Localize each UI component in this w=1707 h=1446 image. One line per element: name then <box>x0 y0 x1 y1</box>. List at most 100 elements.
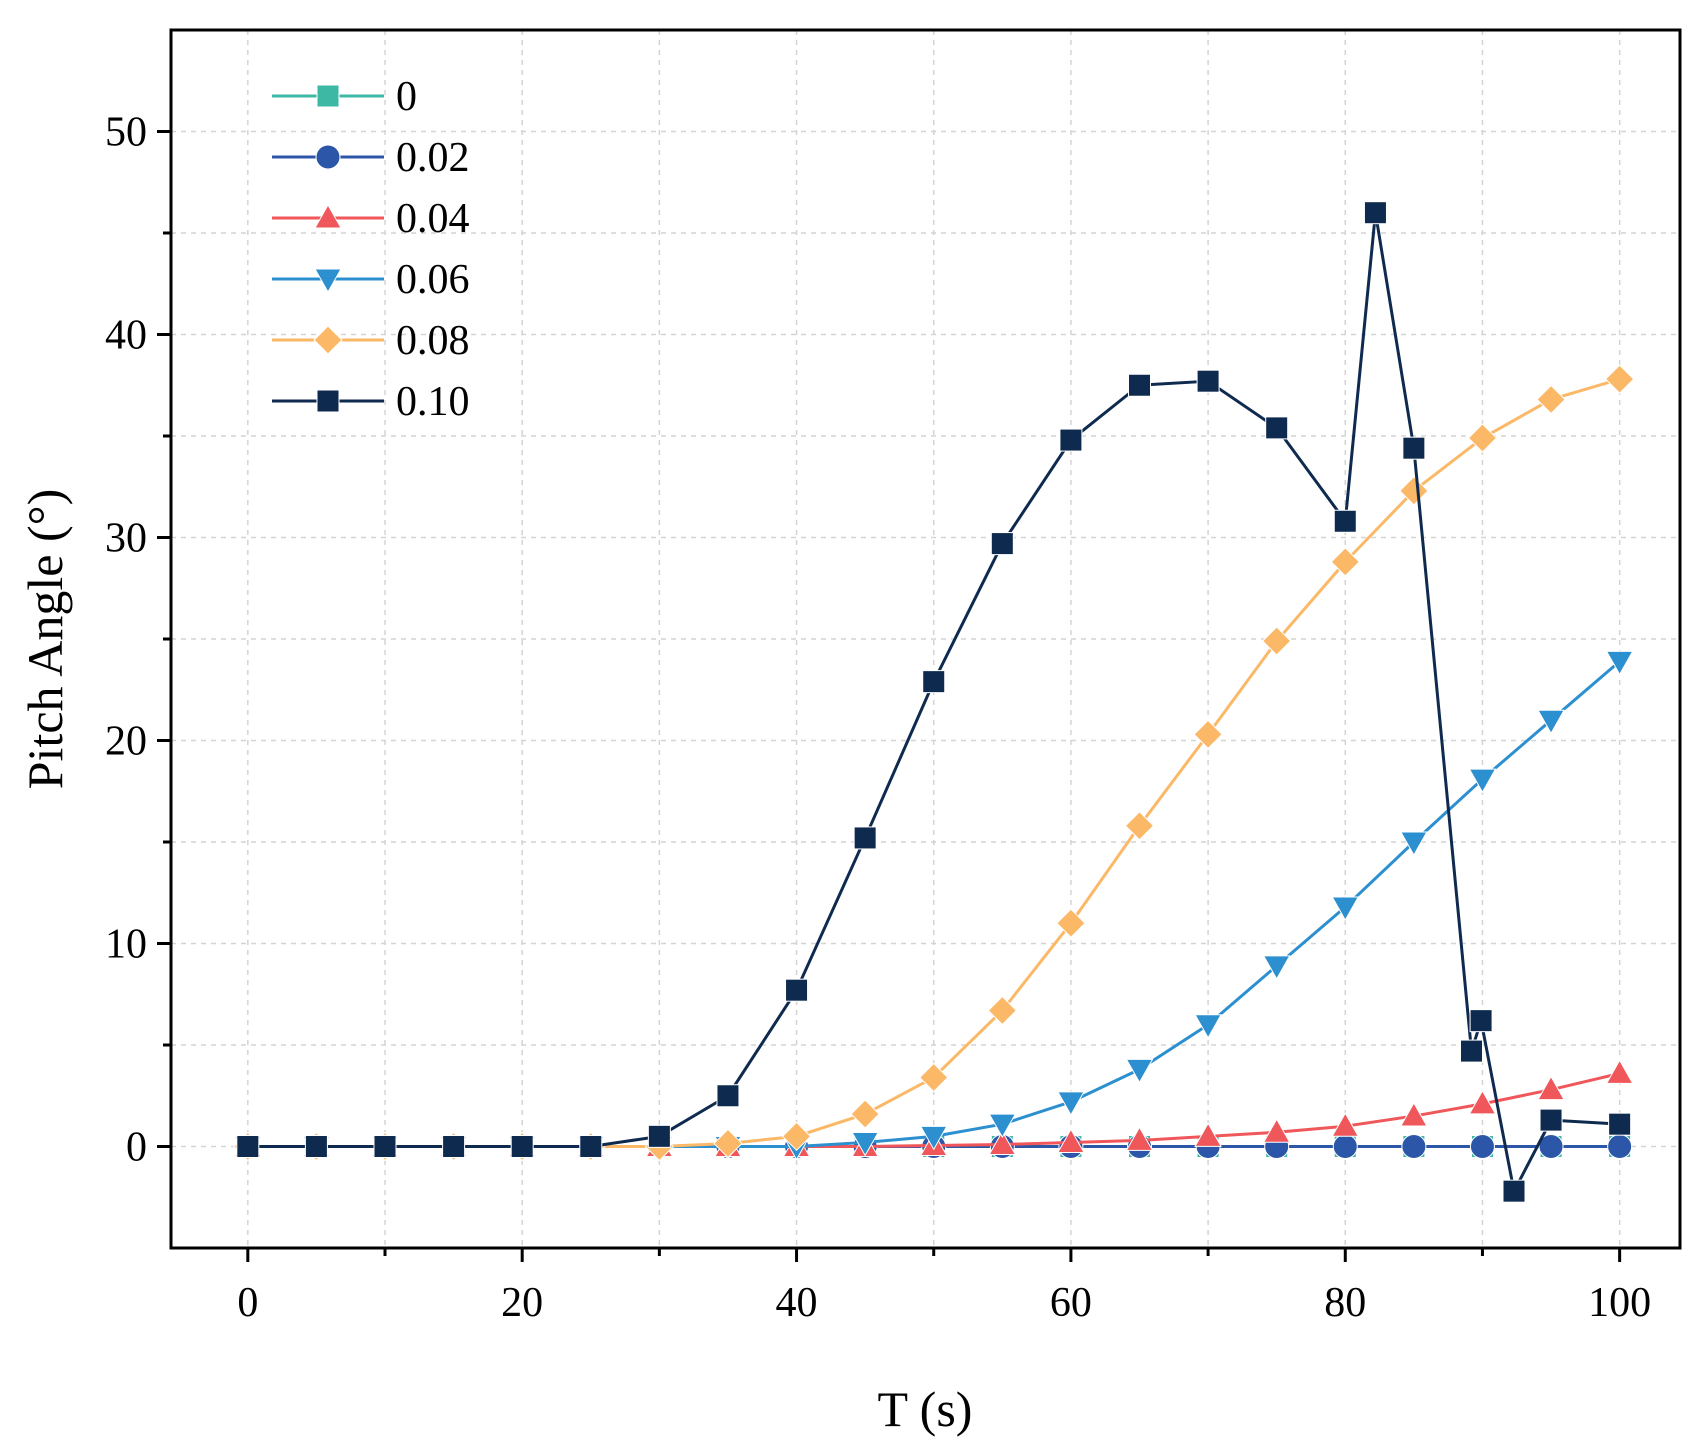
data-point <box>785 978 809 1002</box>
legend-label: 0.08 <box>396 318 470 364</box>
data-point <box>1124 811 1155 841</box>
data-point <box>1537 1075 1565 1101</box>
x-tick-label: 100 <box>1588 1280 1651 1326</box>
data-point <box>988 1130 1017 1155</box>
legend-marker <box>316 389 340 413</box>
data-point <box>1332 1134 1358 1159</box>
x-tick-label: 0 <box>237 1280 258 1326</box>
data-point <box>1262 955 1291 980</box>
data-point <box>1331 896 1360 921</box>
data-point <box>1607 1134 1633 1159</box>
data-point <box>236 1135 260 1158</box>
data-point <box>1502 1179 1526 1203</box>
legend-label: 0.06 <box>396 257 470 303</box>
data-point <box>1125 1058 1154 1084</box>
grid <box>171 30 1680 1248</box>
legend-item: 0.04 <box>272 196 470 242</box>
x-tick-label: 80 <box>1324 1280 1366 1326</box>
legend-label: 0.02 <box>396 135 470 181</box>
data-point <box>716 1084 740 1108</box>
data-point <box>1331 1112 1360 1137</box>
data-point <box>1468 1089 1497 1115</box>
data-point <box>1402 436 1426 460</box>
data-point <box>990 532 1014 556</box>
y-tick-label: 10 <box>105 922 147 968</box>
data-point <box>1539 1108 1563 1132</box>
data-point <box>647 1124 671 1148</box>
data-point <box>1363 201 1387 225</box>
data-point <box>850 1099 880 1129</box>
data-point <box>1400 831 1428 857</box>
legend-item: 0.06 <box>272 257 470 303</box>
data-point <box>1056 908 1086 938</box>
data-point <box>442 1135 466 1158</box>
y-tick-label: 0 <box>126 1125 147 1171</box>
data-point <box>1469 1134 1495 1159</box>
legend-label: 0.04 <box>396 196 470 242</box>
series-layer <box>233 201 1635 1203</box>
data-point <box>713 1128 743 1159</box>
data-point <box>1604 364 1635 394</box>
data-point <box>1605 650 1634 676</box>
legend-marker <box>313 325 343 355</box>
x-axis-title: T (s) <box>878 1381 973 1437</box>
x-tick-label: 40 <box>776 1280 818 1326</box>
data-point <box>1128 373 1152 397</box>
data-point <box>1057 1128 1085 1153</box>
data-point <box>1261 626 1292 656</box>
legend-item: 0.02 <box>272 135 470 181</box>
y-tick-label: 30 <box>105 516 147 562</box>
data-point <box>919 1062 949 1093</box>
legend-marker <box>315 144 341 170</box>
legend-label: 0.10 <box>396 379 470 425</box>
data-point <box>1194 1122 1222 1147</box>
data-point <box>1538 1134 1564 1159</box>
data-point <box>1401 1134 1427 1159</box>
data-point <box>1193 719 1223 750</box>
data-point <box>1467 423 1498 453</box>
data-point <box>853 826 877 850</box>
data-point <box>1400 1102 1428 1127</box>
data-point <box>781 1121 812 1152</box>
y-axis-title: Pitch Angle (°) <box>17 489 73 790</box>
data-point <box>1459 1039 1483 1063</box>
data-point <box>579 1135 603 1158</box>
data-point <box>1330 547 1360 577</box>
data-point <box>304 1135 328 1158</box>
data-point <box>1265 416 1289 440</box>
data-point <box>1194 1014 1222 1039</box>
y-tick-label: 50 <box>105 110 147 156</box>
legend: 0 0.02 0.04 0.06 0.08 0.10 <box>272 74 470 425</box>
x-tick-label: 20 <box>501 1280 543 1326</box>
data-point <box>1057 1091 1085 1116</box>
data-point <box>1608 1112 1632 1136</box>
data-point <box>1468 768 1497 794</box>
x-tick-label: 60 <box>1050 1280 1092 1326</box>
data-point <box>851 1131 879 1157</box>
legend-marker <box>316 84 340 108</box>
legend-marker <box>314 268 342 294</box>
data-point <box>988 1113 1017 1139</box>
legend-item: 0 <box>272 74 417 120</box>
legend-label: 0 <box>396 74 417 120</box>
data-point <box>1536 384 1566 415</box>
series-0-10 <box>236 201 1632 1203</box>
data-point <box>1125 1126 1154 1151</box>
legend-item: 0.08 <box>272 318 470 364</box>
data-point <box>1537 709 1565 735</box>
legend-item: 0.10 <box>272 379 470 425</box>
axes: 0 20 40 60 80 100 0 10 20 30 40 50 <box>105 110 1651 1327</box>
legend-marker <box>314 203 342 229</box>
data-point <box>1196 369 1220 393</box>
data-point <box>1605 1059 1634 1084</box>
data-point <box>1059 428 1083 452</box>
data-point <box>1469 1009 1493 1033</box>
data-point <box>510 1135 534 1158</box>
data-point <box>1399 476 1429 506</box>
y-tick-label: 40 <box>105 313 147 359</box>
data-point <box>1262 1118 1291 1143</box>
data-point <box>373 1135 397 1158</box>
data-point <box>1333 509 1357 533</box>
